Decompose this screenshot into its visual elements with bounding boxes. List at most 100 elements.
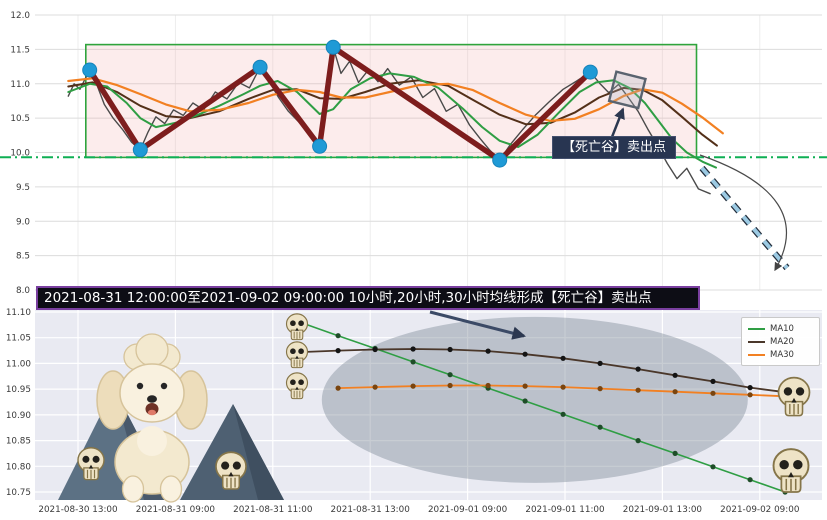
- bottom-marker-MA10: [597, 424, 603, 430]
- bottom-marker-MA30: [410, 383, 416, 389]
- x-tick-label: 2021-09-01 11:00: [525, 505, 605, 515]
- bottom-marker-MA20: [410, 346, 416, 352]
- legend: MA10 MA20 MA30: [741, 317, 820, 366]
- bottom-ytick-label: 10.75: [6, 488, 31, 498]
- dog-topknot: [135, 333, 169, 367]
- top-series-MA20: [67, 79, 718, 147]
- x-tick-label: 2021-08-30 13:00: [38, 505, 118, 515]
- dog-chest: [137, 426, 167, 456]
- top-series-price: [67, 46, 711, 195]
- legend-item-ma30: MA30: [748, 348, 813, 361]
- bottom-marker-MA20: [447, 346, 453, 353]
- bottom-marker-MA10: [410, 359, 416, 365]
- bottom-marker-MA30: [672, 389, 678, 395]
- signal-banner: 2021-08-31 12:00:00至2021-09-02 09:00:00 …: [36, 286, 700, 310]
- bottom-marker-MA30: [522, 383, 528, 389]
- legend-label: MA20: [770, 336, 794, 347]
- bottom-marker-MA20: [635, 366, 641, 372]
- dog-leg-left: [121, 475, 145, 503]
- top-ytick-label: 10.0: [10, 149, 30, 159]
- pivot-dot: [252, 59, 268, 75]
- bottom-marker-MA10: [560, 411, 566, 417]
- pivot-dot: [492, 152, 508, 168]
- decoration-layer: [58, 313, 811, 503]
- bottom-series-MA20: [300, 348, 786, 394]
- bottom-marker-MA20: [672, 372, 678, 378]
- x-tick-label: 2021-08-31 11:00: [233, 505, 313, 515]
- dog-leg-right: [159, 475, 183, 503]
- x-tick-label: 2021-08-31 09:00: [136, 505, 216, 515]
- top-series-MA30: [67, 77, 724, 135]
- bottom-marker-MA30: [485, 382, 491, 389]
- ma20-line-swatch: [748, 340, 765, 343]
- bottom-marker-MA10: [447, 372, 453, 378]
- legend-label: MA30: [770, 349, 794, 360]
- ma30-line-swatch: [748, 353, 765, 356]
- dog-head: [119, 363, 185, 423]
- ma10-line-swatch: [748, 327, 765, 330]
- highlight-ellipse: [321, 316, 748, 483]
- legend-label: MA10: [770, 323, 794, 334]
- top-ytick-label: 9.0: [16, 217, 30, 227]
- projection-dash: [700, 166, 789, 270]
- bottom-marker-MA10: [710, 464, 716, 470]
- legend-item-ma20: MA20: [748, 335, 813, 348]
- mountain-right-shade: [233, 404, 284, 500]
- legend-item-ma10: MA10: [748, 322, 813, 335]
- bottom-ytick-label: 10.80: [6, 462, 32, 472]
- annotation-arrow: [610, 107, 625, 138]
- bottom-ytick-label: 11.00: [6, 359, 32, 369]
- bottom-marker-MA30: [447, 382, 453, 389]
- bottom-marker-MA10: [635, 438, 641, 444]
- bottom-marker-MA20: [485, 348, 491, 354]
- bottom-marker-MA10: [747, 477, 753, 483]
- top-ytick-label: 11.0: [10, 80, 30, 90]
- bottom-marker-MA30: [335, 385, 341, 391]
- bottom-marker-MA30: [372, 384, 378, 390]
- pivot-dot: [325, 39, 341, 55]
- bottom-marker-MA20: [597, 360, 603, 366]
- banner-arrow: [429, 310, 526, 340]
- bottom-marker-MA20: [710, 378, 716, 384]
- bottom-marker-MA20: [522, 351, 528, 357]
- bottom-marker-MA10: [672, 450, 678, 456]
- bottom-marker-MA30: [560, 384, 566, 390]
- top-ytick-label: 9.5: [16, 183, 30, 193]
- bottom-marker-MA10: [335, 333, 341, 339]
- bottom-marker-MA30: [597, 386, 603, 392]
- x-tick-label: 2021-09-01 13:00: [623, 505, 703, 515]
- top-ytick-label: 12.0: [10, 11, 30, 21]
- bottom-marker-MA20: [335, 348, 341, 354]
- bottom-marker-MA20: [560, 355, 566, 361]
- pivot-dot: [132, 142, 148, 158]
- bottom-ytick-label: 10.95: [6, 385, 31, 395]
- cross-square-marker: [607, 70, 647, 110]
- bottom-series-MA10: [299, 321, 786, 493]
- dog-nose: [147, 395, 157, 403]
- bottom-ytick-label: 10.85: [6, 437, 31, 447]
- x-tick-label: 2021-09-01 09:00: [428, 505, 508, 515]
- top-series-MA10: [67, 72, 717, 169]
- bottom-marker-MA10: [522, 398, 528, 404]
- pivot-dot: [582, 64, 598, 80]
- bottom-marker-MA30: [710, 390, 716, 396]
- top-ytick-label: 10.5: [10, 114, 30, 124]
- dog-illustration: [58, 333, 284, 503]
- bottom-ytick-label: 10.90: [6, 411, 32, 421]
- bottom-marker-MA20: [747, 385, 753, 391]
- bottom-marker-MA30: [747, 392, 753, 398]
- dog-tongue: [148, 409, 156, 416]
- top-ytick-label: 8.0: [16, 286, 30, 296]
- death-valley-annotation: 【死亡谷】卖出点: [552, 136, 677, 159]
- bottom-ytick-label: 11.10: [6, 308, 32, 318]
- top-ytick-label: 8.5: [16, 252, 30, 262]
- bottom-ytick-label: 11.05: [6, 334, 31, 344]
- x-tick-label: 2021-08-31 13:00: [331, 505, 411, 515]
- bottom-marker-MA20: [372, 346, 378, 353]
- dog-eye: [136, 382, 144, 390]
- dog-eye: [160, 382, 168, 390]
- curved-arrow: [699, 154, 788, 272]
- pivot-dot: [312, 138, 328, 154]
